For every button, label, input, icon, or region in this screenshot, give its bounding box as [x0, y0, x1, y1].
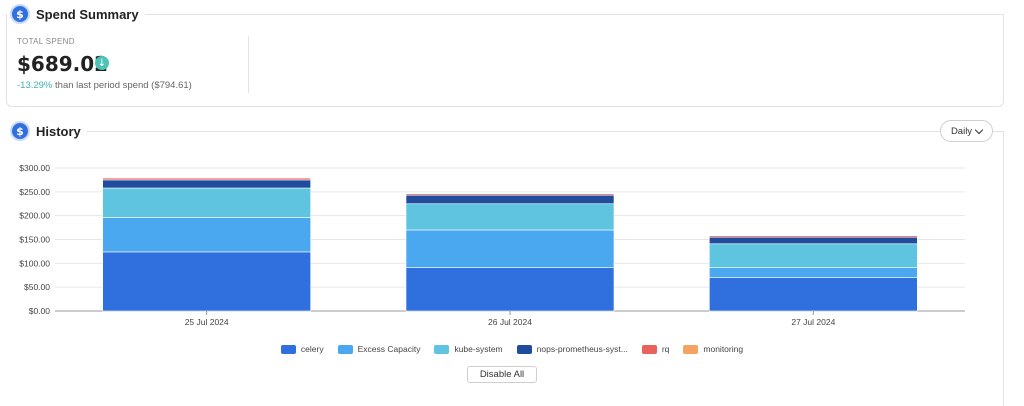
y-tick-label: $250.00 — [19, 187, 50, 197]
legend-swatch — [641, 344, 657, 354]
legend-item[interactable]: nops-prometheus-syst... — [516, 344, 628, 354]
y-tick-label: $200.00 — [19, 211, 50, 221]
legend-swatch — [337, 344, 353, 354]
spend-summary-header: $ Spend Summary — [10, 4, 145, 24]
y-tick-label: $100.00 — [19, 258, 50, 268]
bar-segment[interactable] — [102, 251, 311, 312]
legend-item[interactable]: Excess Capacity — [337, 344, 421, 354]
dollar-circle-icon: $ — [10, 121, 30, 141]
bar-segment[interactable] — [102, 217, 311, 253]
legend-label: monitoring — [703, 344, 744, 354]
spend-change-percent: -13.29% — [17, 80, 53, 91]
summary-divider — [248, 36, 249, 93]
y-tick-label: $300.00 — [19, 163, 50, 173]
legend-label: rq — [661, 344, 670, 354]
arrow-down-icon: ↓ — [95, 56, 109, 70]
y-tick-label: $50.00 — [24, 282, 50, 292]
history-header: $ History — [10, 121, 87, 141]
legend-label: kube-system — [454, 344, 503, 354]
legend-item[interactable]: monitoring — [683, 344, 743, 354]
bar-segment[interactable] — [102, 187, 311, 218]
spend-change-description: than last period spend ($794.61) — [52, 80, 192, 91]
bar-segment[interactable] — [405, 194, 615, 205]
legend-swatch — [516, 344, 532, 354]
total-spend-label: TOTAL SPEND — [17, 37, 75, 46]
bar-segment[interactable] — [709, 243, 918, 268]
x-tick-label: 27 Jul 2024 — [791, 317, 835, 327]
period-select-button[interactable]: Daily — [940, 120, 993, 142]
history-card — [6, 131, 1004, 406]
chart-legend: celery Excess Capacity kube-system nops-pro… — [0, 344, 1024, 354]
bar-segment[interactable] — [405, 267, 615, 312]
legend-item[interactable]: celery — [280, 344, 324, 354]
history-header-divider — [82, 131, 1004, 132]
spend-change-text: -13.29% than last period spend ($794.61) — [17, 80, 192, 91]
bar-segment[interactable] — [102, 179, 311, 189]
legend-label: celery — [300, 344, 324, 354]
x-tick-label: 26 Jul 2024 — [488, 317, 532, 327]
bar-segment[interactable] — [709, 277, 918, 312]
total-spend-value: $689.02 — [17, 52, 109, 76]
dollar-circle-icon: $ — [10, 4, 30, 24]
history-chart: $0.00 $50.00 $100.00 $150.00 $200.00 $250.00 $… — [19, 163, 965, 327]
bar-segment[interactable] — [405, 203, 615, 231]
history-title: History — [36, 123, 81, 139]
spend-summary-title: Spend Summary — [36, 6, 139, 22]
spend-summary-card — [6, 14, 1004, 107]
legend-item[interactable]: rq — [641, 344, 670, 354]
disable-all-button[interactable]: Disable All — [467, 366, 537, 383]
y-tick-label: $150.00 — [19, 235, 50, 245]
y-tick-label: $0.00 — [29, 306, 51, 316]
x-tick-label: 25 Jul 2024 — [185, 317, 229, 327]
legend-swatch — [683, 344, 699, 354]
legend-label: Excess Capacity — [357, 344, 421, 354]
legend-swatch — [280, 344, 296, 354]
bar-segment[interactable] — [709, 267, 918, 278]
bar-segment[interactable] — [405, 229, 615, 268]
legend-swatch — [434, 344, 450, 354]
legend-item[interactable]: kube-system — [434, 344, 503, 354]
chevron-down-icon — [974, 125, 984, 134]
bar-segment[interactable] — [709, 236, 918, 245]
legend-label: nops-prometheus-syst... — [536, 344, 628, 354]
header-divider — [130, 14, 1004, 15]
period-select-label: Daily — [950, 125, 973, 137]
